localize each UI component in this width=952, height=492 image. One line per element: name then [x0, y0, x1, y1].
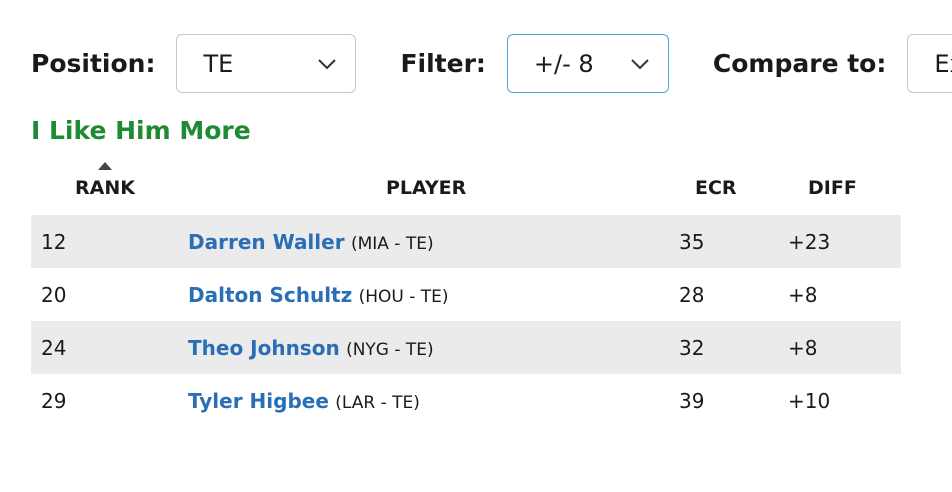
compare-to-select-value: Exp — [934, 49, 952, 78]
player-cell: Tyler Higbee (LAR - TE) — [181, 374, 671, 427]
rank-cell: 24 — [41, 335, 67, 360]
diff-cell: +10 — [788, 388, 831, 413]
rank-cell: 29 — [41, 388, 67, 413]
player-column-header[interactable]: PLAYER — [181, 160, 671, 215]
compare-to-select[interactable]: Exp — [907, 34, 952, 93]
rank-header-label: RANK — [75, 176, 135, 199]
player-team: (LAR - TE) — [335, 392, 420, 413]
player-team: (HOU - TE) — [358, 286, 449, 307]
ecr-column-header[interactable]: ECR — [671, 160, 781, 215]
player-link[interactable]: Tyler Higbee — [188, 388, 329, 413]
filter-bar: Position: TE Filter: +/- 8 Compare to: E… — [31, 34, 952, 93]
position-select-value: TE — [203, 49, 234, 78]
player-link[interactable]: Dalton Schultz — [188, 282, 353, 307]
player-link[interactable]: Darren Waller — [188, 229, 345, 254]
ecr-cell: 35 — [679, 229, 705, 254]
player-team: (NYG - TE) — [346, 339, 434, 360]
ecr-cell: 28 — [679, 282, 705, 307]
player-cell: Darren Waller (MIA - TE) — [181, 215, 671, 268]
table-row: 29 Tyler Higbee (LAR - TE) 39 +10 — [31, 374, 901, 427]
diff-cell: +23 — [788, 229, 831, 254]
chevron-down-icon — [318, 58, 337, 69]
ecr-header-label: ECR — [695, 176, 737, 199]
filter-select[interactable]: +/- 8 — [506, 34, 669, 93]
ecr-cell: 39 — [679, 388, 705, 413]
sort-up-icon — [98, 162, 112, 170]
filter-label: Filter: — [400, 49, 486, 78]
ecr-cell: 32 — [679, 335, 705, 360]
table-header-row: RANK PLAYER ECR DIFF — [31, 160, 901, 215]
rank-cell: 20 — [41, 282, 67, 307]
player-cell: Dalton Schultz (HOU - TE) — [181, 268, 671, 321]
chevron-down-icon — [631, 58, 649, 69]
diff-cell: +8 — [788, 335, 818, 360]
table-row: 24 Theo Johnson (NYG - TE) 32 +8 — [31, 321, 901, 374]
table-row: 12 Darren Waller (MIA - TE) 35 +23 — [31, 215, 901, 268]
diff-column-header[interactable]: DIFF — [781, 160, 901, 215]
rank-column-header[interactable]: RANK — [31, 160, 181, 215]
rank-cell: 12 — [41, 229, 67, 254]
player-team: (MIA - TE) — [350, 233, 434, 254]
section-title: I Like Him More — [31, 116, 251, 145]
diff-header-label: DIFF — [808, 176, 857, 199]
player-cell: Theo Johnson (NYG - TE) — [181, 321, 671, 374]
rankings-table: RANK PLAYER ECR DIFF 12 Darren Waller (M… — [31, 160, 901, 427]
player-header-label: PLAYER — [386, 176, 467, 199]
table-row: 20 Dalton Schultz (HOU - TE) 28 +8 — [31, 268, 901, 321]
filter-select-value: +/- 8 — [533, 49, 594, 78]
diff-cell: +8 — [788, 282, 818, 307]
position-label: Position: — [31, 49, 156, 78]
player-link[interactable]: Theo Johnson — [188, 335, 340, 360]
compare-to-label: Compare to: — [712, 49, 887, 78]
position-select[interactable]: TE — [176, 34, 357, 93]
